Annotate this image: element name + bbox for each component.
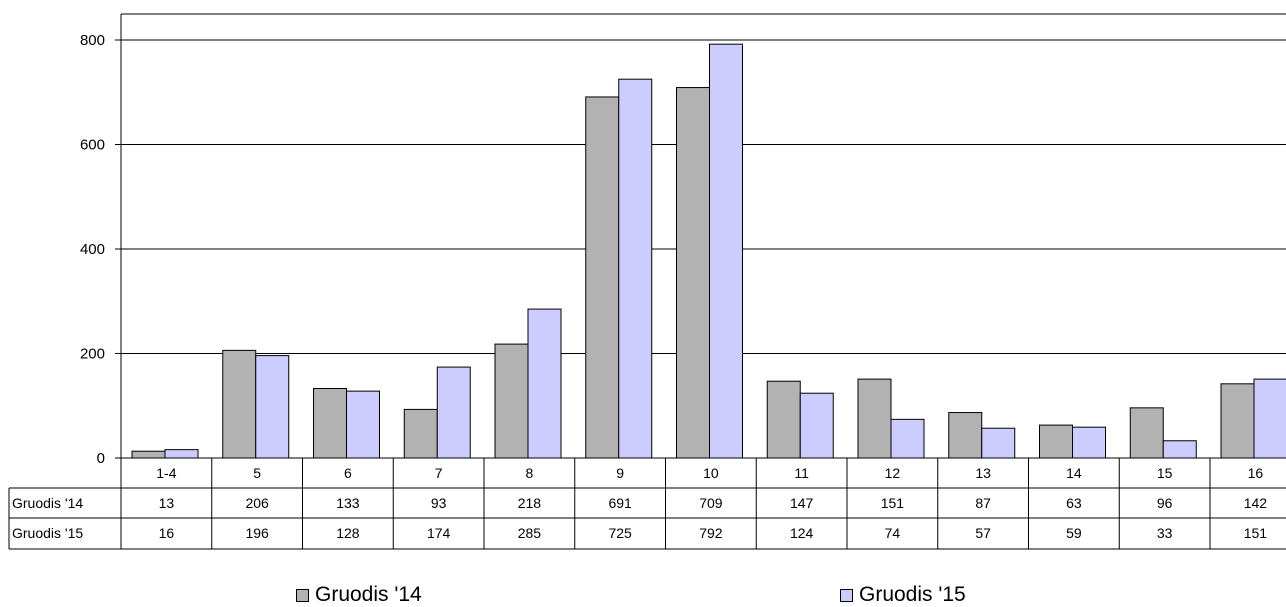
bar-gruodis-14-5: [222, 349, 257, 459]
legend-item-gruodis-14: Gruodis '14: [296, 583, 422, 606]
bar-gruodis-14-8: [494, 343, 529, 459]
bar-gruodis-14-13: [948, 412, 983, 459]
bar-gruodis-15-7: [436, 366, 471, 459]
table-value: 142: [1244, 495, 1268, 511]
table-value: 33: [1157, 525, 1173, 541]
bar-gruodis-15-11: [799, 392, 834, 459]
table-value: 59: [1066, 525, 1082, 541]
table-value: 124: [790, 525, 814, 541]
table-value: 13: [159, 495, 175, 511]
data-table: 1-4 5 6 7 8 9 10 11 12 13 14 15 16 Gruodis '14 13 206 13…: [8, 457, 1286, 550]
bar-gruodis-14-15: [1129, 407, 1164, 459]
bar-gruodis-15-12: [890, 418, 925, 459]
x-tick-label: 12: [885, 465, 901, 481]
x-tick-label: 8: [525, 465, 533, 481]
table-value: 74: [885, 525, 901, 541]
table-value: 133: [336, 495, 360, 511]
table-value: 16: [159, 525, 175, 541]
bar-gruodis-15-5: [255, 355, 290, 459]
table-value: 691: [608, 495, 632, 511]
table-value: 93: [431, 495, 447, 511]
table-value: 128: [336, 525, 360, 541]
x-tick-label: 1-4: [156, 465, 176, 481]
bar-gruodis-14-9: [585, 96, 620, 459]
bar-gruodis-14-16: [1220, 383, 1255, 459]
legend-swatch-gruodis-14: [296, 588, 309, 602]
bar-gruodis-15-15: [1162, 440, 1197, 459]
table-value: 206: [245, 495, 269, 511]
table-value: 63: [1066, 495, 1082, 511]
table-value: 147: [790, 495, 814, 511]
x-tick-label: 5: [253, 465, 261, 481]
legend-item-gruodis-15: Gruodis '15: [840, 583, 966, 606]
bar-gruodis-14-1-4: [131, 450, 166, 459]
table-value: 725: [608, 525, 632, 541]
y-tick-label: 800: [80, 32, 105, 49]
legend-label-gruodis-14: Gruodis '14: [315, 583, 422, 606]
table-series-name: Gruodis '14: [12, 495, 83, 511]
table-value: 709: [699, 495, 723, 511]
table-series-name: Gruodis '15: [12, 525, 83, 541]
bar-gruodis-14-12: [857, 378, 892, 459]
x-tick-label: 10: [703, 465, 719, 481]
bar-gruodis-15-14: [1072, 426, 1106, 459]
table-value: 96: [1157, 495, 1173, 511]
table-value: 285: [518, 525, 542, 541]
x-tick-label: 15: [1157, 465, 1173, 481]
y-tick-label: 600: [80, 137, 105, 154]
bar-gruodis-14-7: [403, 408, 438, 459]
bars: [131, 43, 1286, 459]
table-value: 196: [245, 525, 269, 541]
table-value: 151: [1244, 525, 1268, 541]
x-tick-label: 11: [794, 465, 809, 481]
bar-gruodis-14-6: [313, 388, 347, 459]
table-value: 87: [975, 495, 991, 511]
y-tick-label: 0: [97, 450, 105, 467]
x-tick-label: 6: [344, 465, 352, 481]
bar-gruodis-14-14: [1039, 424, 1073, 459]
table-value: 174: [427, 525, 451, 541]
table-value: 792: [699, 525, 723, 541]
y-tick-label: 400: [80, 241, 105, 258]
x-tick-label: 7: [435, 465, 443, 481]
y-axis: 0 200 400 600 800: [80, 13, 1286, 549]
x-tick-label: 13: [975, 465, 991, 481]
table-value: 57: [975, 525, 991, 541]
bar-chart: 0 200 400 600 800 1-4 5 6 7 8 9 10 11 12 13 14 15 16 Gruo…: [8, 13, 1286, 550]
bar-gruodis-15-1-4: [164, 449, 199, 459]
y-tick-label: 200: [80, 346, 105, 363]
bar-gruodis-15-16: [1253, 378, 1286, 459]
legend-label-gruodis-15: Gruodis '15: [859, 583, 966, 606]
x-tick-label: 14: [1066, 465, 1082, 481]
table-value: 218: [518, 495, 542, 511]
table-value: 151: [881, 495, 905, 511]
bar-gruodis-15-10: [709, 43, 743, 459]
bar-gruodis-15-8: [527, 308, 562, 459]
x-tick-label: 16: [1248, 465, 1264, 481]
bar-gruodis-14-11: [766, 380, 801, 459]
bar-gruodis-15-13: [981, 427, 1016, 459]
legend-swatch-gruodis-15: [840, 588, 853, 602]
bar-gruodis-15-6: [346, 390, 380, 459]
bar-gruodis-15-9: [618, 78, 653, 459]
x-tick-label: 9: [616, 465, 624, 481]
bar-gruodis-14-10: [676, 87, 710, 459]
